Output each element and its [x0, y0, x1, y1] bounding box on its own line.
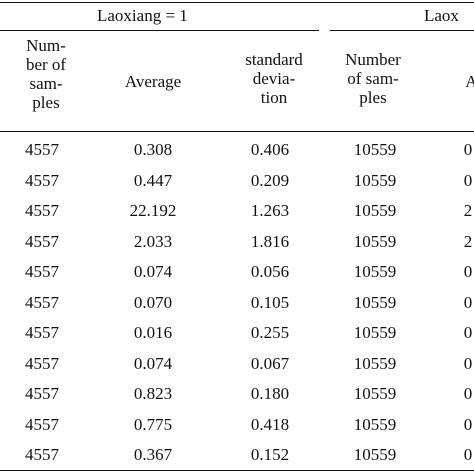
cell-number-of-samples: 4557: [25, 231, 59, 251]
cell-average-2: 0: [463, 292, 473, 312]
cell-number-of-samples-2: 10559: [353, 231, 397, 251]
cell-number-of-samples: 4557: [25, 414, 59, 434]
cell-number-of-samples: 4557: [25, 292, 59, 312]
cell-number-of-samples-2: 10559: [353, 414, 397, 434]
cell-average-2: 0: [463, 445, 473, 464]
cell-average-2: 0: [463, 170, 473, 190]
header-number-of-samples: Num- ber of sam- ples: [25, 36, 67, 112]
cell-average: 0.074: [133, 353, 173, 373]
group-label-laoxiang-2: Laox: [424, 6, 459, 25]
header-standard-deviation: standard devia- tion: [245, 50, 303, 107]
cell-average: 0.775: [133, 414, 173, 434]
bottom-rule: [0, 470, 474, 471]
cell-average-2: 2: [463, 201, 473, 220]
cell-standard-deviation: 0.067: [250, 353, 290, 373]
cell-average: 0.367: [133, 445, 173, 464]
cell-average: 0.308: [133, 140, 173, 159]
cell-number-of-samples: 4557: [25, 353, 59, 373]
cell-standard-deviation: 0.180: [250, 384, 290, 403]
cell-number-of-samples: 4557: [25, 384, 59, 403]
cell-standard-deviation: 1.816: [250, 231, 290, 251]
cell-standard-deviation: 0.056: [250, 262, 290, 281]
cell-average-2: 0: [463, 323, 473, 342]
cell-average: 0.447: [133, 170, 173, 190]
cell-average: 0.074: [133, 262, 173, 281]
cell-number-of-samples-2: 10559: [353, 445, 397, 464]
cell-number-of-samples-2: 10559: [353, 201, 397, 220]
cell-standard-deviation: 0.255: [250, 323, 290, 342]
cell-standard-deviation: 1.263: [250, 201, 290, 220]
cell-average-2: 2: [463, 231, 473, 251]
cell-average-2: 0: [463, 414, 473, 434]
cell-number-of-samples-2: 10559: [353, 262, 397, 281]
cell-standard-deviation: 0.105: [250, 292, 290, 312]
cell-average-2: 0: [463, 353, 473, 373]
group-underline-2: [330, 30, 474, 31]
cell-average: 0.070: [133, 292, 173, 312]
cell-average-2: 0: [463, 140, 473, 159]
cell-number-of-samples-2: 10559: [353, 323, 397, 342]
header-average-2: Av: [465, 72, 474, 91]
cell-number-of-samples: 4557: [25, 445, 59, 464]
cell-standard-deviation: 0.209: [250, 170, 290, 190]
cell-number-of-samples: 4557: [25, 201, 59, 220]
cell-standard-deviation: 0.152: [250, 445, 290, 464]
group-label-laoxiang-1: Laoxiang = 1: [97, 6, 188, 25]
header-rule: [0, 131, 474, 132]
cell-number-of-samples: 4557: [25, 170, 59, 190]
cell-average: 0.016: [133, 323, 173, 342]
header-number-of-samples-2: Number of sam- ples: [345, 50, 401, 107]
top-rule: [0, 2, 474, 3]
cell-average-2: 0: [463, 262, 473, 281]
group-underline-1: [0, 30, 319, 31]
cell-standard-deviation: 0.406: [250, 140, 290, 159]
cell-average: 0.823: [133, 384, 173, 403]
cell-standard-deviation: 0.418: [250, 414, 290, 434]
cell-number-of-samples: 4557: [25, 262, 59, 281]
cell-number-of-samples-2: 10559: [353, 140, 397, 159]
cell-number-of-samples-2: 10559: [353, 170, 397, 190]
header-average: Average: [124, 72, 182, 91]
cell-average-2: 0: [463, 384, 473, 403]
cell-number-of-samples: 4557: [25, 140, 59, 159]
cell-average: 2.033: [133, 231, 173, 251]
cell-average: 22.192: [129, 201, 177, 220]
cell-number-of-samples: 4557: [25, 323, 59, 342]
cell-number-of-samples-2: 10559: [353, 353, 397, 373]
cell-number-of-samples-2: 10559: [353, 384, 397, 403]
cell-number-of-samples-2: 10559: [353, 292, 397, 312]
